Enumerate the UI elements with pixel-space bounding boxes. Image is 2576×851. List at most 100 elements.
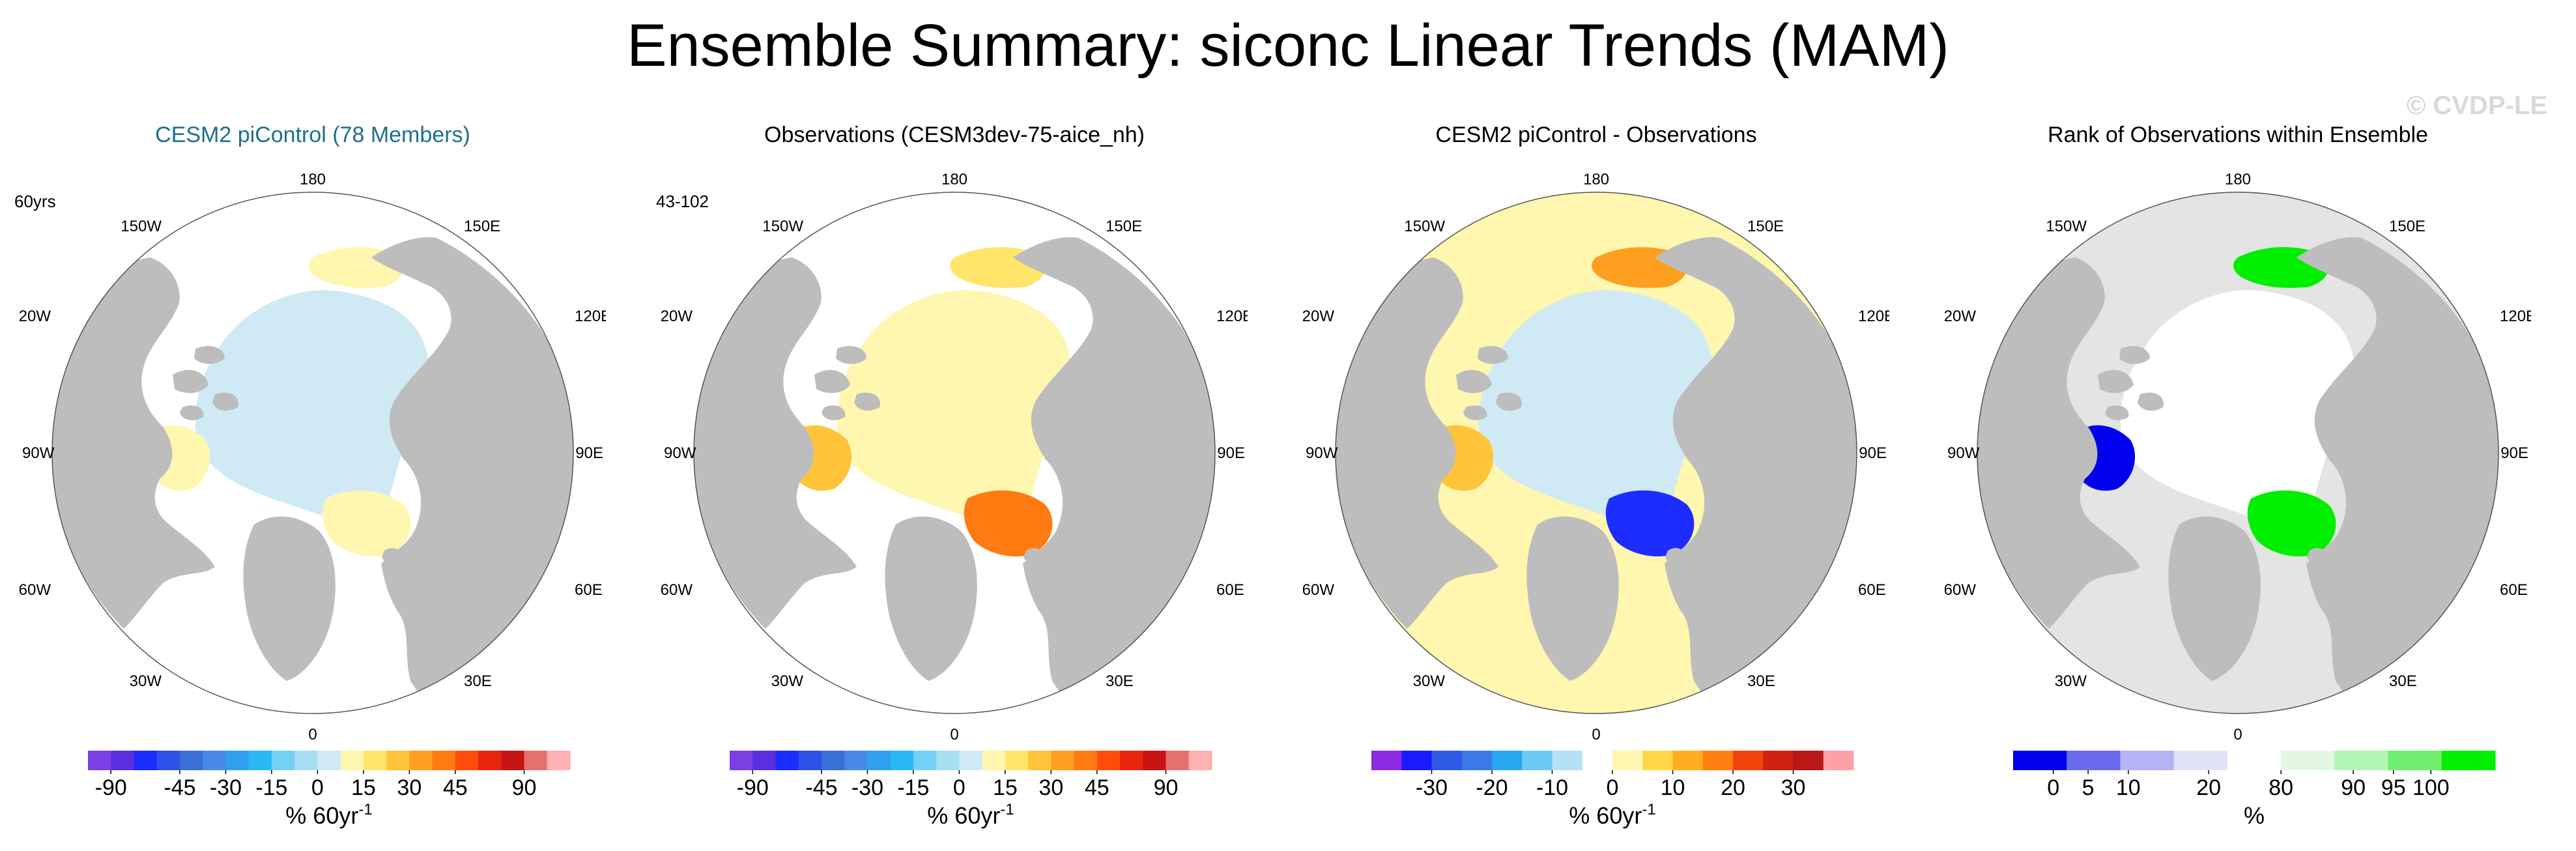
colorbar-tick-label: 45	[1085, 775, 1109, 800]
lon-label-l: 90W	[1306, 444, 1338, 462]
polar-map: 180 0 90W 90E 150W 150E 120W 120E 60W 60E 30W 30E	[661, 171, 1248, 743]
colorbar-tick-label: 95	[2381, 775, 2406, 800]
colorbar-swatch	[501, 751, 525, 770]
barents-sea-region	[2247, 490, 2336, 556]
colorbar-swatch	[524, 751, 548, 770]
colorbar: -90 -45 -30 -15 0 15 30 45 90 % 60yr-1	[88, 751, 571, 829]
colorbar-swatch	[1401, 751, 1432, 770]
land-mass	[425, 493, 445, 515]
panel-rank: Rank of Observations within Ensemble 180…	[1925, 117, 2551, 847]
lon-label-top: 180	[2225, 171, 2251, 188]
colorbar-swatch	[1642, 751, 1673, 770]
lon-label-r: 90E	[1217, 444, 1245, 462]
colorbar-tick-label: -90	[95, 775, 127, 800]
lon-label-ur: 120E	[575, 308, 606, 325]
colorbar-swatch	[1823, 751, 1854, 770]
lon-label-bottom: 0	[2233, 726, 2242, 743]
lon-label-bl: 30W	[2055, 672, 2087, 690]
colorbar-swatch	[2227, 751, 2282, 770]
colorbar-tick-label: 45	[443, 775, 468, 800]
lon-label-ul: 120W	[20, 308, 51, 325]
colorbar-swatch	[730, 751, 753, 770]
colorbar-tick-label: 0	[1607, 775, 1619, 800]
panel-observations: Observations (CESM3dev-75-aice_nh) 43-10…	[642, 117, 1267, 847]
land-mass	[212, 392, 238, 411]
colorbar-tick-label: 10	[1661, 775, 1685, 800]
lon-label-tl: 150W	[1404, 218, 1445, 235]
colorbar-swatch	[547, 751, 571, 770]
sea-ice-region	[2120, 290, 2356, 521]
colorbar-swatch	[752, 751, 776, 770]
lon-label-tr: 150E	[1106, 218, 1142, 235]
map-border	[1335, 192, 1857, 714]
land-mass	[1456, 369, 1492, 394]
panel-title: Observations (CESM3dev-75-aice_nh)	[764, 123, 1145, 147]
colorbar-swatch	[294, 751, 318, 770]
land-mass	[1708, 493, 1728, 515]
colorbar-swatch	[982, 751, 1006, 770]
colorbar-swatch	[409, 751, 433, 770]
lon-label-br: 30E	[1747, 672, 1775, 690]
colorbar-tick-label: -20	[1476, 775, 1508, 800]
colorbar-tick-label: 30	[1038, 775, 1063, 800]
land-mass	[694, 257, 857, 629]
lon-label-lr: 60E	[2500, 581, 2528, 599]
polar-map: 180 0 90W 90E 150W 150E 120W 120E 60W 60E 30W 30E	[1303, 171, 1889, 743]
land-mass	[1526, 516, 1619, 681]
sea-ice-region	[837, 290, 1072, 521]
lon-label-r: 90E	[1859, 444, 1887, 462]
land-mass	[1478, 345, 1508, 364]
lon-label-l: 90W	[664, 444, 696, 462]
lon-label-bl: 30W	[771, 672, 804, 690]
colorbar-swatch	[1371, 751, 1402, 770]
panel-ensemble: CESM2 piControl (78 Members) 60yrs 180 0 9…	[0, 117, 625, 847]
colorbar-swatch	[1733, 751, 1764, 770]
colorbar-swatch	[478, 751, 502, 770]
colorbar-swatch	[913, 751, 937, 770]
colorbar-swatch	[2334, 751, 2389, 770]
lon-label-ll: 60W	[20, 581, 51, 599]
colorbar-tick-label: 20	[1721, 775, 1745, 800]
barents-sea-region	[964, 490, 1053, 556]
colorbar-unit: % 60yr-1	[927, 801, 1014, 829]
colorbar-swatch	[821, 751, 845, 770]
panel-title: CESM2 piControl (78 Members)	[155, 123, 470, 147]
colorbar-swatch	[936, 751, 960, 770]
colorbar-swatch	[775, 751, 799, 770]
lon-label-r: 90E	[575, 444, 603, 462]
colorbar-swatch	[1166, 751, 1190, 770]
colorbar-swatch	[2281, 751, 2335, 770]
colorbar-swatch	[1702, 751, 1734, 770]
colorbar-swatch	[1672, 751, 1704, 770]
lon-label-tl: 150W	[762, 218, 803, 235]
land-mass	[1665, 547, 1687, 564]
colorbar-tick-label: 15	[993, 775, 1018, 800]
lon-label-ur: 120E	[2500, 308, 2531, 325]
lon-label-r: 90E	[2500, 444, 2528, 462]
colorbar-swatch	[111, 751, 134, 770]
map-border	[693, 192, 1216, 714]
colorbar-swatch	[1188, 751, 1212, 770]
lon-label-top: 180	[941, 171, 967, 188]
colorbar-swatch	[2013, 751, 2067, 770]
colorbar-swatch	[203, 751, 226, 770]
colorbar-swatch	[890, 751, 914, 770]
map-border	[51, 192, 574, 714]
colorbar-swatch	[867, 751, 891, 770]
polar-map: 180 0 90W 90E 150W 150E 120W 120E 60W 60E 30W 30E	[20, 171, 606, 743]
colorbar: -90 -45 -30 -15 0 15 30 45 90 % 60yr-1	[730, 751, 1212, 829]
lon-label-top: 180	[1583, 171, 1609, 188]
lon-label-ul: 120W	[1945, 308, 1976, 325]
land-mass	[52, 257, 215, 629]
colorbar-swatch	[1096, 751, 1121, 770]
lon-label-lr: 60E	[1858, 581, 1886, 599]
panel-period: 60yrs	[14, 192, 56, 211]
lon-label-ur: 120E	[1858, 308, 1889, 325]
lon-label-br: 30E	[464, 672, 492, 690]
lon-label-ul: 120W	[661, 308, 693, 325]
colorbar-tick-label: 15	[351, 775, 376, 800]
colorbar-tick-label: 20	[2196, 775, 2221, 800]
lon-label-ur: 120E	[1216, 308, 1248, 325]
colorbar-swatch	[1492, 751, 1523, 770]
colorbar-swatch	[1005, 751, 1029, 770]
